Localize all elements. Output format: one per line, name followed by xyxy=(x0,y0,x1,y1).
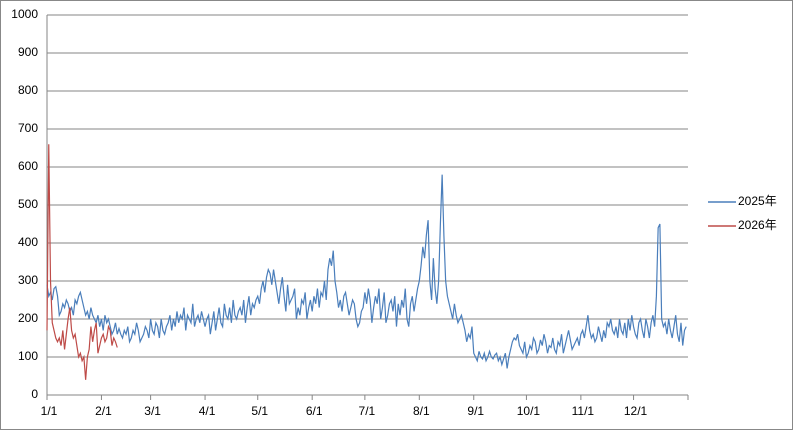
x-tick-label: 6/1 xyxy=(306,404,323,418)
x-tick-label: 11/1 xyxy=(572,404,595,418)
legend-label: 2025年 xyxy=(738,194,777,208)
y-tick-label: 700 xyxy=(18,121,38,135)
y-tick-label: 500 xyxy=(18,197,38,211)
y-tick-label: 0 xyxy=(31,387,38,401)
y-tick-label: 800 xyxy=(18,83,38,97)
y-tick-label: 300 xyxy=(18,273,38,287)
x-tick-label: 3/1 xyxy=(144,404,161,418)
y-tick-label: 400 xyxy=(18,235,38,249)
x-tick-label: 4/1 xyxy=(199,404,216,418)
legend-label: 2026年 xyxy=(738,218,777,232)
x-tick-label: 10/1 xyxy=(517,404,541,418)
x-tick-label: 7/1 xyxy=(359,404,376,418)
x-tick-label: 1/1 xyxy=(41,404,58,418)
y-tick-label: 200 xyxy=(18,311,38,325)
x-tick-label: 8/1 xyxy=(413,404,430,418)
x-tick-label: 9/1 xyxy=(467,404,484,418)
series-line xyxy=(46,144,118,380)
x-tick-label: 12/1 xyxy=(624,404,648,418)
x-tick-label: 5/1 xyxy=(251,404,268,418)
x-tick-label: 2/1 xyxy=(95,404,112,418)
y-tick-label: 1000 xyxy=(11,7,38,21)
y-tick-label: 100 xyxy=(18,349,38,363)
y-tick-label: 900 xyxy=(18,45,38,59)
series-line xyxy=(46,174,687,369)
y-tick-label: 600 xyxy=(18,159,38,173)
